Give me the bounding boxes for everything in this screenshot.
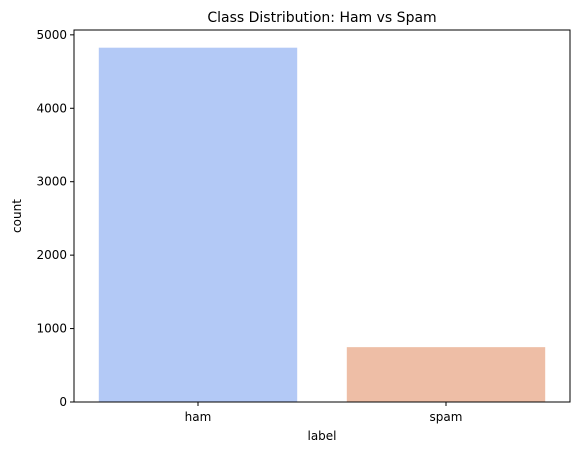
x-tick-label-spam: spam	[430, 410, 463, 424]
x-tick-label-ham: ham	[185, 410, 212, 424]
chart-title: Class Distribution: Ham vs Spam	[207, 10, 436, 26]
y-tick-label-3000: 3000	[36, 175, 67, 189]
x-axis-label: label	[307, 429, 336, 443]
bars-group	[98, 47, 546, 402]
y-axis-label: count	[10, 199, 24, 233]
bar-spam	[346, 347, 546, 402]
y-tick-label-5000: 5000	[36, 28, 67, 42]
y-axis: 0 1000 2000 3000 4000 5000	[36, 28, 74, 409]
y-tick-label-1000: 1000	[36, 322, 67, 336]
plot-frame	[73, 29, 571, 403]
bar-ham	[98, 47, 298, 402]
y-tick-label-0: 0	[59, 395, 67, 409]
y-tick-label-2000: 2000	[36, 248, 67, 262]
x-axis: ham spam	[185, 402, 463, 424]
y-tick-label-4000: 4000	[36, 101, 67, 115]
